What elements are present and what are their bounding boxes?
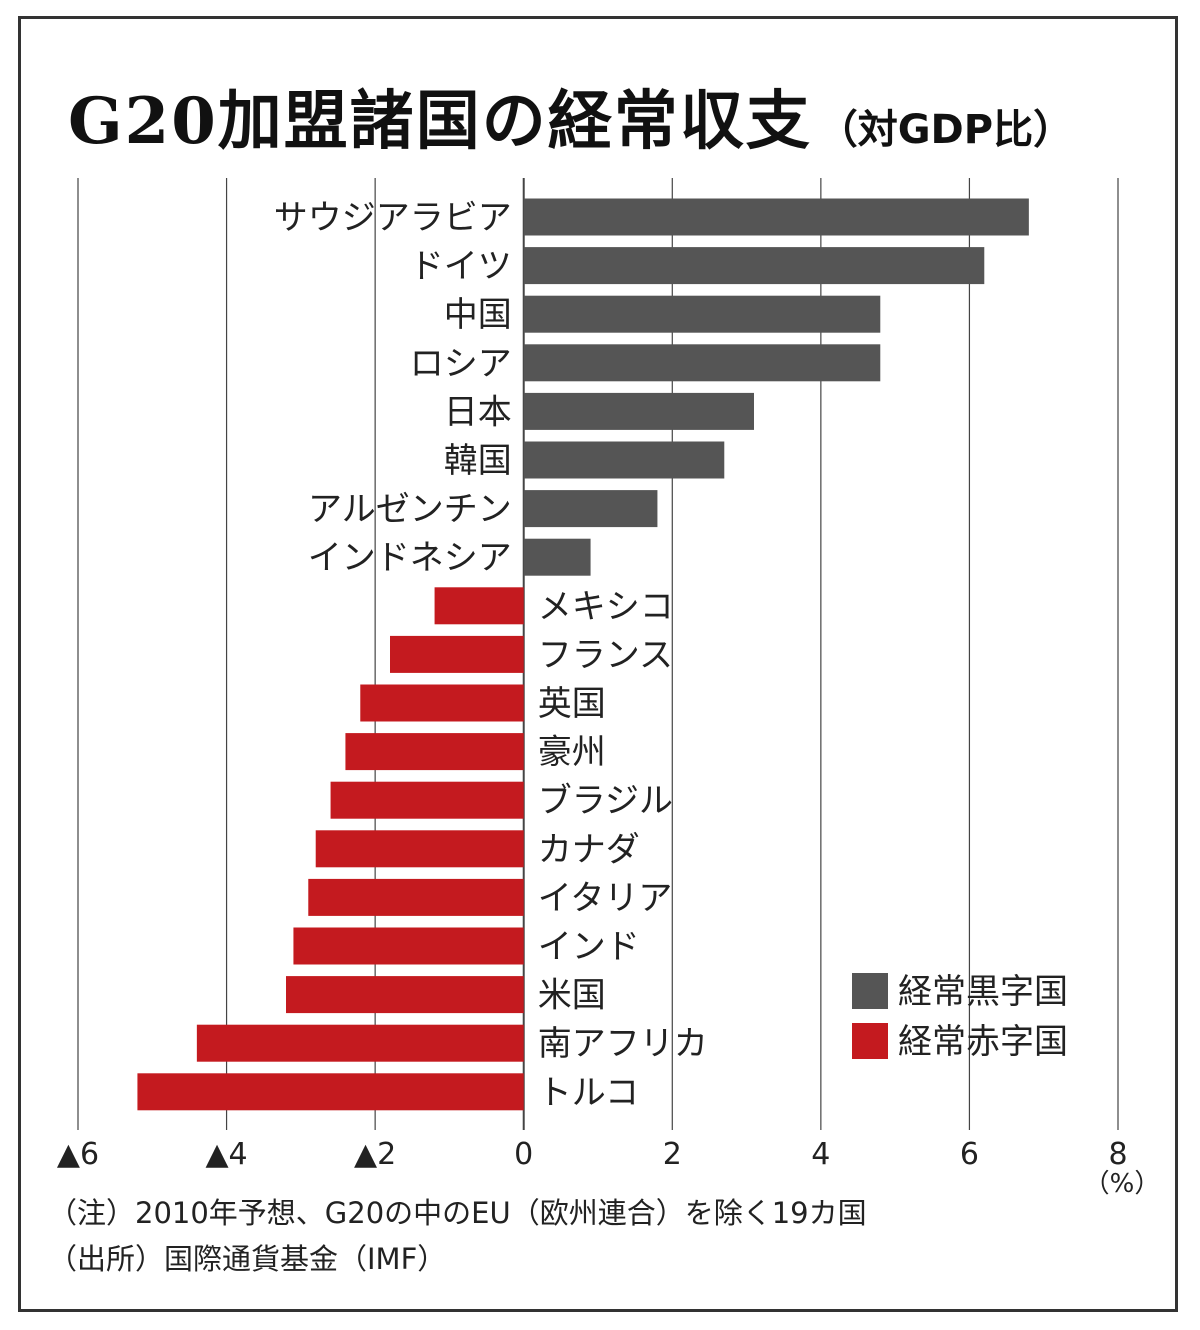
bar <box>315 830 524 868</box>
title-subtitle: （対GDP比） <box>817 107 1074 153</box>
bar <box>523 490 658 528</box>
tick-label: 6 <box>960 1137 979 1172</box>
tick-label: 2 <box>663 1137 682 1172</box>
footnotes: （注）2010年予想、G20の中のEU（欧州連合）を除く19カ国 （出所）国際通… <box>48 1190 1148 1282</box>
tick-label: ▲2 <box>354 1137 396 1172</box>
bar <box>390 635 524 673</box>
category-label: イタリア <box>538 878 673 918</box>
category-label: 英国 <box>538 684 606 724</box>
legend-swatch <box>852 1023 888 1059</box>
category-label: トルコ <box>538 1073 639 1113</box>
bar <box>523 441 725 479</box>
bar <box>330 781 524 819</box>
note-line: （注）2010年予想、G20の中のEU（欧州連合）を除く19カ国 <box>48 1196 867 1230</box>
bar <box>293 927 524 965</box>
bar <box>434 587 524 625</box>
category-label: 南アフリカ <box>538 1024 708 1064</box>
bar <box>360 684 524 722</box>
bar <box>196 1024 524 1062</box>
tick-label: 0 <box>514 1137 533 1172</box>
bar <box>308 878 524 916</box>
category-label: 豪州 <box>538 733 606 773</box>
bar <box>523 198 1029 236</box>
legend-swatch <box>852 973 888 1009</box>
category-label: インド <box>538 927 640 967</box>
x-axis-ticks: ▲6 ▲4 ▲2 0 2 4 6 8 <box>57 1137 1128 1172</box>
bar <box>345 733 524 771</box>
bar <box>523 538 591 576</box>
legend-label: 経常黒字国 <box>898 972 1068 1012</box>
bar <box>523 392 754 430</box>
bar <box>523 247 985 285</box>
category-label: フランス <box>538 635 673 675</box>
bar <box>523 344 881 382</box>
category-label: 韓国 <box>444 441 512 481</box>
category-label: 米国 <box>538 976 606 1016</box>
title-main: G20加盟諸国の経常収支 <box>68 84 812 159</box>
bar <box>137 1073 524 1111</box>
bar <box>523 295 881 333</box>
category-label: ドイツ <box>410 247 512 287</box>
tick-label: 4 <box>811 1137 830 1172</box>
category-label: カナダ <box>538 830 640 870</box>
category-label: ロシア <box>410 344 512 384</box>
source-line: （出所）国際通貨基金（IMF） <box>48 1242 447 1276</box>
tick-label: 8 <box>1108 1137 1127 1172</box>
category-label: 中国 <box>444 295 512 335</box>
x-axis-unit: （%） <box>1084 1169 1161 1199</box>
chart-title: G20加盟諸国の経常収支 （対GDP比） <box>68 70 1168 160</box>
bars <box>137 198 1029 1111</box>
tick-label: ▲6 <box>57 1137 99 1172</box>
category-label: インドネシア <box>308 538 512 578</box>
category-label: ブラジル <box>538 781 673 821</box>
tick-label: ▲4 <box>205 1137 247 1172</box>
category-labels: サウジアラビアドイツ中国ロシア日本韓国アルゼンチンインドネシアメキシコフランス英… <box>274 198 708 1113</box>
category-label: メキシコ <box>538 587 674 627</box>
bar <box>286 976 524 1014</box>
category-label: サウジアラビア <box>274 198 512 238</box>
category-label: アルゼンチン <box>308 490 512 530</box>
category-label: 日本 <box>444 392 512 432</box>
legend-label: 経常赤字国 <box>898 1022 1068 1062</box>
